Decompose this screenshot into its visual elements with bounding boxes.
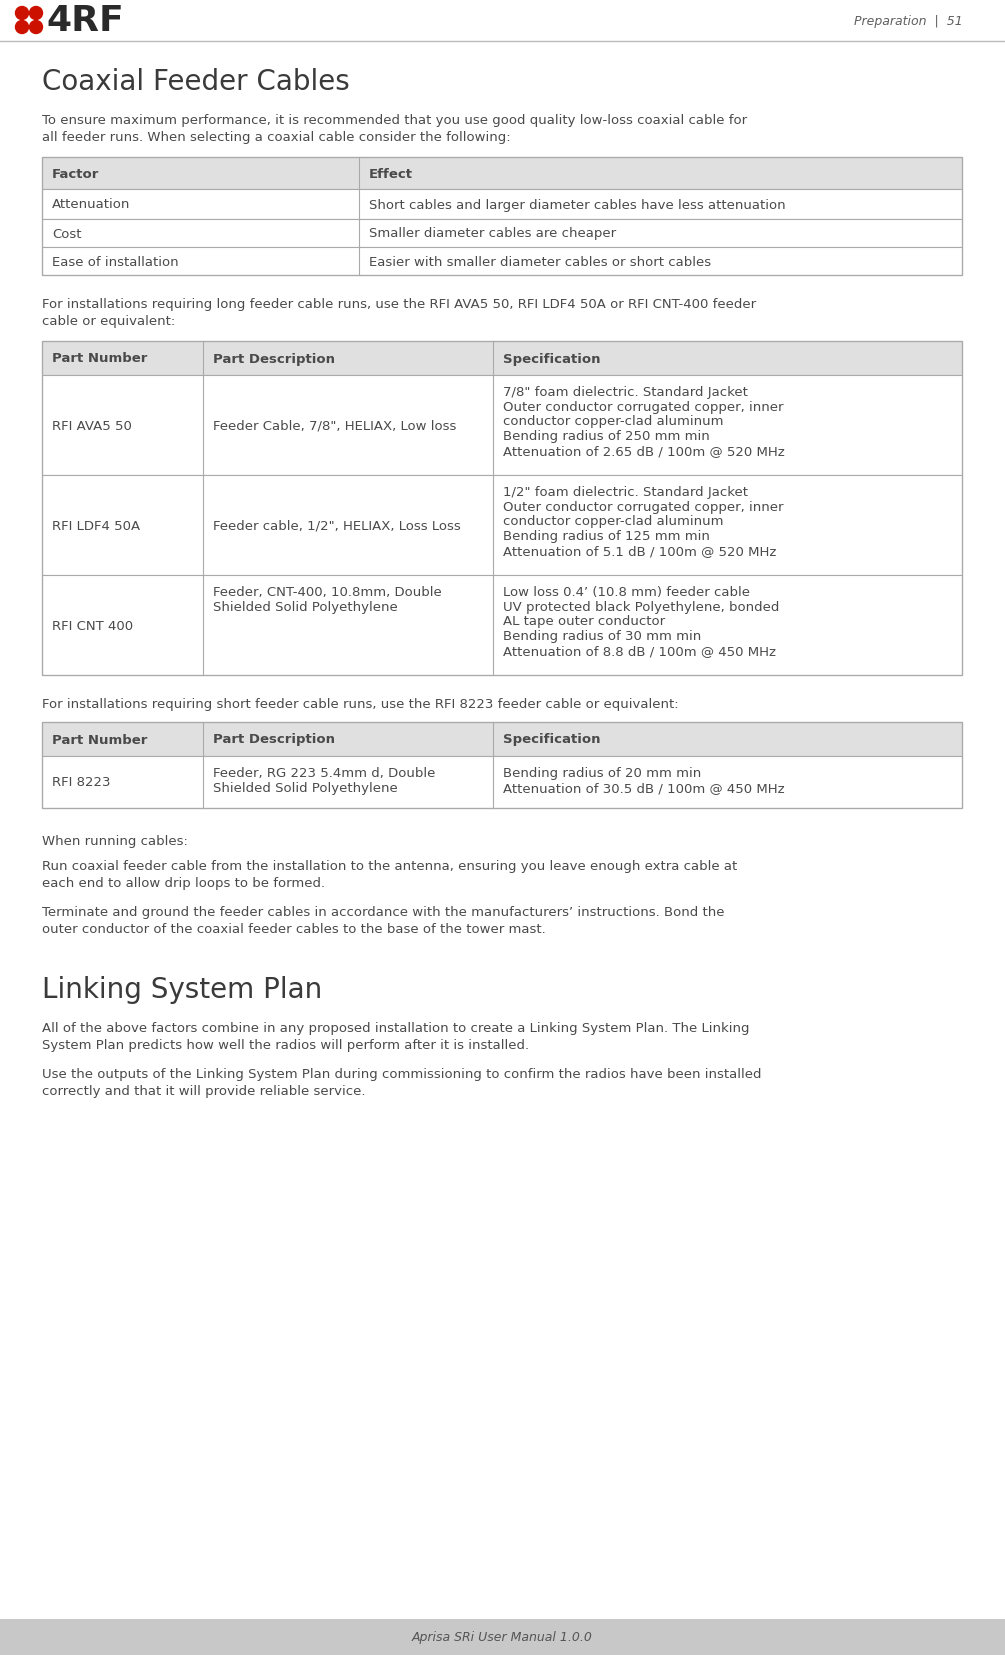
Bar bbox=[42, 343, 962, 675]
Text: Preparation  |  51: Preparation | 51 bbox=[854, 15, 963, 28]
Text: outer conductor of the coaxial feeder cables to the base of the tower mast.: outer conductor of the coaxial feeder ca… bbox=[42, 922, 546, 935]
Text: Specification: Specification bbox=[502, 353, 601, 366]
Bar bbox=[42, 723, 962, 809]
Text: Part Description: Part Description bbox=[213, 353, 335, 366]
Text: Linking System Plan: Linking System Plan bbox=[42, 975, 323, 1003]
Bar bbox=[42, 190, 962, 220]
Text: Feeder, CNT-400, 10.8mm, Double: Feeder, CNT-400, 10.8mm, Double bbox=[213, 586, 442, 599]
Text: 4RF: 4RF bbox=[46, 3, 124, 38]
Circle shape bbox=[29, 22, 42, 35]
Text: RFI AVA5 50: RFI AVA5 50 bbox=[52, 419, 132, 432]
Text: Attenuation: Attenuation bbox=[52, 199, 131, 212]
Text: Feeder Cable, 7/8", HELIAX, Low loss: Feeder Cable, 7/8", HELIAX, Low loss bbox=[213, 419, 456, 432]
Text: For installations requiring short feeder cable runs, use the RFI 8223 feeder cab: For installations requiring short feeder… bbox=[42, 697, 678, 710]
Text: Effect: Effect bbox=[369, 167, 413, 180]
Text: Cost: Cost bbox=[52, 227, 81, 240]
Text: Outer conductor corrugated copper, inner: Outer conductor corrugated copper, inner bbox=[502, 401, 784, 414]
Bar bbox=[42, 343, 962, 376]
Text: Part Description: Part Description bbox=[213, 733, 335, 746]
Text: 1/2" foam dielectric. Standard Jacket: 1/2" foam dielectric. Standard Jacket bbox=[502, 485, 748, 498]
Bar bbox=[42, 376, 962, 475]
Text: All of the above factors combine in any proposed installation to create a Linkin: All of the above factors combine in any … bbox=[42, 1021, 750, 1034]
Circle shape bbox=[29, 8, 42, 20]
Text: Coaxial Feeder Cables: Coaxial Feeder Cables bbox=[42, 68, 350, 96]
Bar bbox=[42, 220, 962, 248]
Text: Feeder cable, 1/2", HELIAX, Loss Loss: Feeder cable, 1/2", HELIAX, Loss Loss bbox=[213, 520, 460, 533]
Bar bbox=[0, 1619, 1005, 1655]
Text: Specification: Specification bbox=[502, 733, 601, 746]
Text: System Plan predicts how well the radios will perform after it is installed.: System Plan predicts how well the radios… bbox=[42, 1038, 529, 1051]
Bar bbox=[42, 723, 962, 756]
Text: RFI 8223: RFI 8223 bbox=[52, 776, 111, 789]
Circle shape bbox=[15, 22, 28, 35]
Text: Shielded Solid Polyethylene: Shielded Solid Polyethylene bbox=[213, 781, 398, 794]
Text: UV protected black Polyethylene, bonded: UV protected black Polyethylene, bonded bbox=[502, 601, 779, 614]
Text: conductor copper-clad aluminum: conductor copper-clad aluminum bbox=[502, 515, 724, 528]
Text: To ensure maximum performance, it is recommended that you use good quality low-l: To ensure maximum performance, it is rec… bbox=[42, 114, 747, 127]
Text: all feeder runs. When selecting a coaxial cable consider the following:: all feeder runs. When selecting a coaxia… bbox=[42, 131, 511, 144]
Text: Bending radius of 30 mm min: Bending radius of 30 mm min bbox=[502, 631, 701, 642]
Text: conductor copper-clad aluminum: conductor copper-clad aluminum bbox=[502, 415, 724, 429]
Bar bbox=[42, 756, 962, 809]
Bar bbox=[42, 576, 962, 675]
Text: Bending radius of 125 mm min: Bending radius of 125 mm min bbox=[502, 530, 710, 543]
Text: Attenuation of 2.65 dB / 100m @ 520 MHz: Attenuation of 2.65 dB / 100m @ 520 MHz bbox=[502, 445, 785, 458]
Text: Part Number: Part Number bbox=[52, 353, 148, 366]
Bar bbox=[42, 157, 962, 276]
Text: Factor: Factor bbox=[52, 167, 99, 180]
Text: RFI CNT 400: RFI CNT 400 bbox=[52, 619, 133, 632]
Text: Bending radius of 20 mm min: Bending radius of 20 mm min bbox=[502, 766, 701, 780]
Text: Attenuation of 8.8 dB / 100m @ 450 MHz: Attenuation of 8.8 dB / 100m @ 450 MHz bbox=[502, 644, 776, 657]
Text: Attenuation of 5.1 dB / 100m @ 520 MHz: Attenuation of 5.1 dB / 100m @ 520 MHz bbox=[502, 544, 777, 558]
Text: Low loss 0.4’ (10.8 mm) feeder cable: Low loss 0.4’ (10.8 mm) feeder cable bbox=[502, 586, 750, 599]
Text: cable or equivalent:: cable or equivalent: bbox=[42, 314, 175, 328]
Text: Easier with smaller diameter cables or short cables: Easier with smaller diameter cables or s… bbox=[369, 255, 712, 268]
Bar bbox=[42, 157, 962, 190]
Text: Feeder, RG 223 5.4mm d, Double: Feeder, RG 223 5.4mm d, Double bbox=[213, 766, 435, 780]
Text: Aprisa SRi User Manual 1.0.0: Aprisa SRi User Manual 1.0.0 bbox=[412, 1630, 593, 1643]
Circle shape bbox=[15, 8, 28, 20]
Text: RFI LDF4 50A: RFI LDF4 50A bbox=[52, 520, 140, 533]
Text: correctly and that it will provide reliable service.: correctly and that it will provide relia… bbox=[42, 1084, 366, 1097]
Text: Outer conductor corrugated copper, inner: Outer conductor corrugated copper, inner bbox=[502, 500, 784, 513]
Text: AL tape outer conductor: AL tape outer conductor bbox=[502, 616, 665, 627]
Text: each end to allow drip loops to be formed.: each end to allow drip loops to be forme… bbox=[42, 877, 326, 889]
Text: Use the outputs of the Linking System Plan during commissioning to confirm the r: Use the outputs of the Linking System Pl… bbox=[42, 1067, 762, 1081]
Text: Short cables and larger diameter cables have less attenuation: Short cables and larger diameter cables … bbox=[369, 199, 786, 212]
Text: Part Number: Part Number bbox=[52, 733, 148, 746]
Text: Run coaxial feeder cable from the installation to the antenna, ensuring you leav: Run coaxial feeder cable from the instal… bbox=[42, 859, 738, 872]
Text: 7/8" foam dielectric. Standard Jacket: 7/8" foam dielectric. Standard Jacket bbox=[502, 386, 748, 399]
Text: Bending radius of 250 mm min: Bending radius of 250 mm min bbox=[502, 430, 710, 444]
Bar bbox=[42, 475, 962, 576]
Text: Attenuation of 30.5 dB / 100m @ 450 MHz: Attenuation of 30.5 dB / 100m @ 450 MHz bbox=[502, 781, 785, 794]
Text: For installations requiring long feeder cable runs, use the RFI AVA5 50, RFI LDF: For installations requiring long feeder … bbox=[42, 298, 756, 311]
Text: When running cables:: When running cables: bbox=[42, 834, 188, 847]
Text: Shielded Solid Polyethylene: Shielded Solid Polyethylene bbox=[213, 601, 398, 614]
Bar bbox=[42, 248, 962, 276]
Text: Terminate and ground the feeder cables in accordance with the manufacturers’ ins: Terminate and ground the feeder cables i… bbox=[42, 905, 725, 919]
Text: Ease of installation: Ease of installation bbox=[52, 255, 179, 268]
Text: Smaller diameter cables are cheaper: Smaller diameter cables are cheaper bbox=[369, 227, 616, 240]
